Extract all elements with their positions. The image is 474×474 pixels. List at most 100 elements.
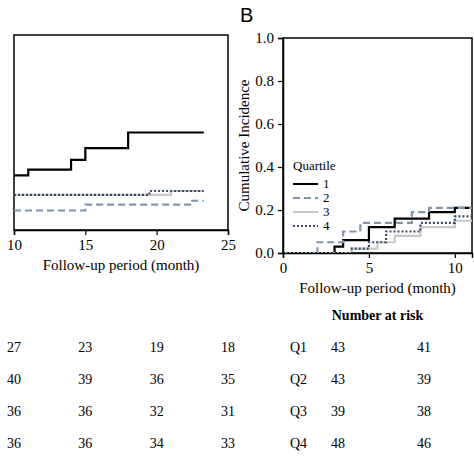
table-cell: 43 <box>331 340 345 355</box>
tick: 0.6 <box>255 116 283 132</box>
tick-label: 25 <box>221 237 236 253</box>
series-line <box>14 201 204 211</box>
table-cell: 39 <box>331 404 345 419</box>
figure: 10152025Follow-up period (month)27231918… <box>0 0 474 474</box>
tick-label: 1.0 <box>255 30 274 46</box>
tick: 0 <box>280 253 288 276</box>
series-line <box>14 133 204 176</box>
x-axis-title: Follow-up period (month) <box>299 280 456 297</box>
tick-label: 10 <box>7 237 22 253</box>
plot-frame <box>283 38 472 253</box>
row-label: Q4 <box>290 436 307 451</box>
table-cell: 46 <box>417 436 431 451</box>
tick: 0.0 <box>255 245 283 261</box>
series-line <box>283 208 472 253</box>
tick: 15 <box>78 230 93 253</box>
tick-mark <box>278 167 283 168</box>
x-axis: 0 5 10 <box>280 253 473 276</box>
table-cell: 38 <box>417 404 431 419</box>
tick-label: 0.4 <box>255 159 274 175</box>
tick: 0.2 <box>255 202 283 218</box>
tick-mark <box>278 124 283 125</box>
table-cell: 23 <box>78 340 92 355</box>
series-line <box>14 191 204 195</box>
tick-label: 0 <box>280 260 288 276</box>
tick: 5 <box>366 253 374 276</box>
tick-mark <box>228 230 229 235</box>
tick-mark <box>278 38 283 39</box>
legend-title: Quartile <box>293 158 336 173</box>
tick-mark <box>85 230 86 235</box>
axis-line <box>278 39 284 254</box>
table-cell: 33 <box>221 436 235 451</box>
tick-mark <box>369 253 370 258</box>
legend-label: 2 <box>323 190 330 205</box>
tick-mark <box>278 210 283 211</box>
x-axis-title: Follow-up period (month) <box>43 257 200 274</box>
tick: 1.0 <box>255 30 283 46</box>
panel-title: B <box>240 4 253 26</box>
tick-label: 0.0 <box>255 245 274 261</box>
table-cell: 36 <box>7 404 21 419</box>
legend-swatch <box>293 183 318 185</box>
tick-label: 0.6 <box>255 116 274 132</box>
table-cell: 40 <box>7 372 21 387</box>
panel: 0 5 10 0.0 0.2 0.4 0.6 0.8 1.0B Follow-up period … <box>236 4 473 451</box>
table-title: Number at risk <box>332 308 424 323</box>
plot-frame <box>14 35 228 230</box>
axis-line <box>15 231 229 236</box>
table-cell: 36 <box>150 372 164 387</box>
plot-area <box>283 208 472 253</box>
series-line <box>283 208 472 253</box>
legend-swatch <box>293 211 318 213</box>
table-cell: 18 <box>221 340 235 355</box>
y-axis-title: Cumulative Incidence <box>236 79 252 211</box>
tick: 10 <box>448 253 463 276</box>
tick-mark <box>14 230 15 235</box>
table-cell: 36 <box>78 404 92 419</box>
legend-swatch <box>293 225 318 227</box>
table-cell: 32 <box>150 404 164 419</box>
series-line <box>283 216 472 253</box>
tick-label: 0.2 <box>255 202 274 218</box>
plot-area <box>14 133 204 211</box>
legend-label: 1 <box>323 176 330 191</box>
row-label: Q3 <box>290 404 307 419</box>
series-line <box>283 221 472 253</box>
legend-swatch <box>293 197 318 199</box>
tick-mark <box>278 253 283 254</box>
tick-label: 10 <box>448 260 463 276</box>
table-cell: 39 <box>417 372 431 387</box>
tick: 0.4 <box>255 159 283 175</box>
table-cell: 36 <box>78 436 92 451</box>
legend: Quartile 1234 <box>293 158 336 233</box>
panel: 10 15 20 25 Follow-up period (month) 27 23 19 18… <box>7 35 236 451</box>
table-cell: 35 <box>221 372 235 387</box>
row-label: Q2 <box>290 372 307 387</box>
tick-mark <box>278 81 283 82</box>
tick: 10 <box>7 230 22 253</box>
tick-label: 15 <box>78 237 93 253</box>
tick-label: 0.8 <box>255 73 274 89</box>
tick-mark <box>157 230 158 235</box>
table-cell: 31 <box>221 404 235 419</box>
table-cell: 43 <box>331 372 345 387</box>
x-axis: 10 15 20 25 <box>7 230 236 253</box>
legend-label: 4 <box>323 218 330 233</box>
tick-mark <box>455 253 456 258</box>
tick-label: 20 <box>150 237 165 253</box>
risk-table: Number at riskQ14341Q24339Q33938Q44846 <box>290 308 431 451</box>
tick: 20 <box>150 230 165 253</box>
series-line <box>14 191 204 195</box>
table-cell: 34 <box>150 436 164 451</box>
tick-label: 5 <box>366 260 374 276</box>
axis-line <box>284 254 473 259</box>
y-axis: 0.0 0.2 0.4 0.6 0.8 1.0 <box>255 30 283 261</box>
table-cell: 41 <box>417 340 431 355</box>
table-cell: 27 <box>7 340 21 355</box>
table-cell: 48 <box>331 436 345 451</box>
table-cell: 36 <box>7 436 21 451</box>
table-cell: 19 <box>150 340 164 355</box>
legend-label: 3 <box>323 204 330 219</box>
tick: 25 <box>221 230 236 253</box>
